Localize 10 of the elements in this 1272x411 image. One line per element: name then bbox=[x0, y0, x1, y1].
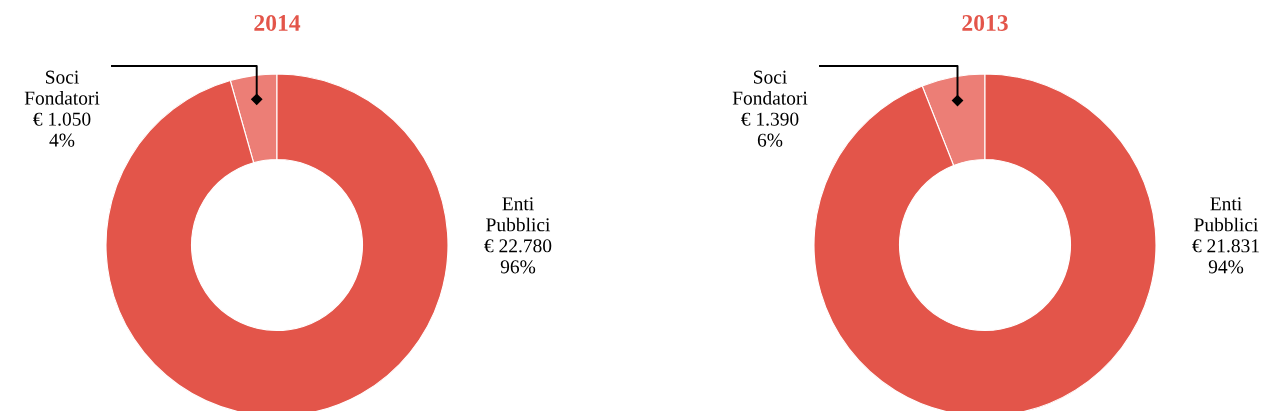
chart-title: 2014 bbox=[254, 14, 301, 31]
chart-title: 2013 bbox=[962, 14, 1008, 31]
slice-label: Enti Pubblici bbox=[1194, 197, 1259, 232]
data-label: € 21.831 94% bbox=[1192, 239, 1259, 274]
data-label: € 22.780 96% bbox=[484, 239, 552, 274]
slice-label: Soci Fondatori bbox=[24, 70, 100, 105]
slice-label: Soci Fondatori bbox=[732, 70, 808, 105]
slice-label: Enti Pubblici bbox=[486, 197, 551, 232]
data-label: € 1.050 4% bbox=[33, 112, 91, 147]
data-label: € 1.390 6% bbox=[741, 112, 799, 147]
